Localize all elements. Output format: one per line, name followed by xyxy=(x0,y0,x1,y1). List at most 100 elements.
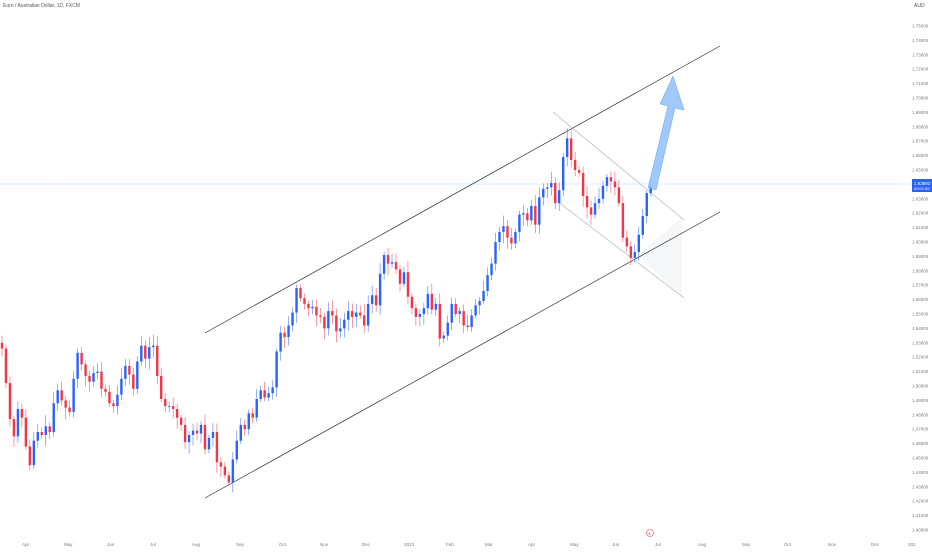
candle-body xyxy=(410,296,414,309)
channel-upper-line[interactable] xyxy=(204,45,721,334)
candle-body xyxy=(148,347,151,359)
y-tick-label: 1.50000 xyxy=(912,384,929,389)
candle-body xyxy=(96,371,99,374)
candle-body xyxy=(40,432,43,435)
candle-body xyxy=(426,293,430,309)
candle-body xyxy=(160,375,163,399)
candle-body xyxy=(144,345,147,359)
candle-body xyxy=(88,375,91,382)
candle-body xyxy=(291,312,294,326)
candle-body xyxy=(331,311,334,316)
candle-body xyxy=(12,419,16,437)
wedge-upper-line[interactable] xyxy=(552,111,685,221)
y-tick-label: 1.44000 xyxy=(912,470,929,475)
candle-body xyxy=(538,197,541,225)
candle-body xyxy=(362,315,366,326)
candle-body xyxy=(108,391,111,404)
x-axis: Apr May Jun Jul Aug Sep Oct Nov Dec 2023 Feb Mar Apr… xyxy=(22,542,916,547)
candle-body xyxy=(187,434,191,443)
x-tick-label: Sep xyxy=(236,542,245,547)
y-tick-label: 1.73000 xyxy=(912,52,929,57)
candle-body xyxy=(446,322,449,336)
price-tag: 1.63893 09:01:59 xyxy=(912,179,932,192)
y-tick-label: 1.51000 xyxy=(912,369,929,374)
candle-body xyxy=(275,351,278,388)
candle-body xyxy=(120,378,123,395)
candle-body xyxy=(4,348,8,384)
candle-body xyxy=(132,374,135,389)
svg-text:€: € xyxy=(649,531,652,536)
candle-body xyxy=(251,413,254,418)
candle-body xyxy=(263,390,266,398)
candle-body xyxy=(295,288,298,313)
candle-body xyxy=(641,216,644,235)
y-tick-label: 1.70000 xyxy=(912,96,929,101)
candle-body xyxy=(183,424,187,443)
x-tick-label: Aug xyxy=(192,542,201,547)
y-tick-label: 1.62000 xyxy=(912,211,929,216)
candle-body xyxy=(195,430,199,434)
y-tick-label: 1.74000 xyxy=(912,38,929,43)
candle-body xyxy=(124,365,127,379)
candle-body xyxy=(613,181,617,188)
candle-body xyxy=(506,226,509,238)
candle-body xyxy=(8,383,12,420)
candle-body xyxy=(315,306,318,316)
candle-body xyxy=(558,190,561,204)
candle-body xyxy=(394,262,398,270)
x-tick-label: Oct xyxy=(784,542,792,547)
y-tick-label: 1.43000 xyxy=(912,484,929,489)
candle-body xyxy=(68,407,71,412)
y-tick-label: 1.69000 xyxy=(912,110,929,115)
candle-body xyxy=(422,308,426,314)
candle-body xyxy=(510,237,513,244)
candle-body xyxy=(518,214,521,232)
candle-body xyxy=(534,206,537,225)
candle-body xyxy=(267,393,270,398)
candle-body xyxy=(386,254,390,264)
x-tick-label: Nov xyxy=(828,542,837,547)
candle-body xyxy=(36,432,40,441)
candle-body xyxy=(474,305,477,316)
y-tick-label: 1.59000 xyxy=(912,254,929,259)
candle-body xyxy=(347,311,350,320)
candle-body xyxy=(44,426,47,435)
candle-body xyxy=(307,303,310,309)
candle-body xyxy=(355,312,358,317)
chart-title: Euro / Australian Dollar, 1D, FXCM xyxy=(3,3,80,9)
projection-arrow[interactable] xyxy=(647,75,685,191)
candle-body xyxy=(601,185,605,199)
event-badge[interactable]: € xyxy=(646,529,654,537)
x-tick-label: May xyxy=(570,542,579,547)
candle-body xyxy=(542,188,545,198)
candle-body xyxy=(92,373,95,382)
channel-lower-line[interactable] xyxy=(204,211,721,499)
candle-body xyxy=(72,378,75,412)
y-tick-label: 1.52000 xyxy=(912,355,929,360)
x-tick-label: Sep xyxy=(742,542,751,547)
candle-body xyxy=(104,388,107,392)
y-tick-label: 1.72000 xyxy=(912,67,929,72)
candle-body xyxy=(589,207,593,215)
candle-body xyxy=(398,269,402,284)
candle-body xyxy=(287,325,290,338)
candle-body xyxy=(235,440,239,460)
y-tick-label: 1.48000 xyxy=(912,412,929,417)
candle-body xyxy=(239,424,242,441)
candle-body xyxy=(550,182,553,188)
y-tick-label: 1.47000 xyxy=(912,427,929,432)
candle-body xyxy=(478,301,481,306)
candle-body xyxy=(311,306,314,309)
candle-body xyxy=(223,466,227,476)
candle-body xyxy=(167,406,171,407)
wedge-lower-line[interactable] xyxy=(552,197,685,299)
candle-body xyxy=(593,203,597,215)
candle-body xyxy=(609,177,613,182)
candle-body xyxy=(24,417,28,447)
x-tick-label: Jul xyxy=(655,542,661,547)
candle-body xyxy=(633,252,637,258)
candle-body xyxy=(625,237,629,247)
x-tick-label: Mar xyxy=(485,542,493,547)
